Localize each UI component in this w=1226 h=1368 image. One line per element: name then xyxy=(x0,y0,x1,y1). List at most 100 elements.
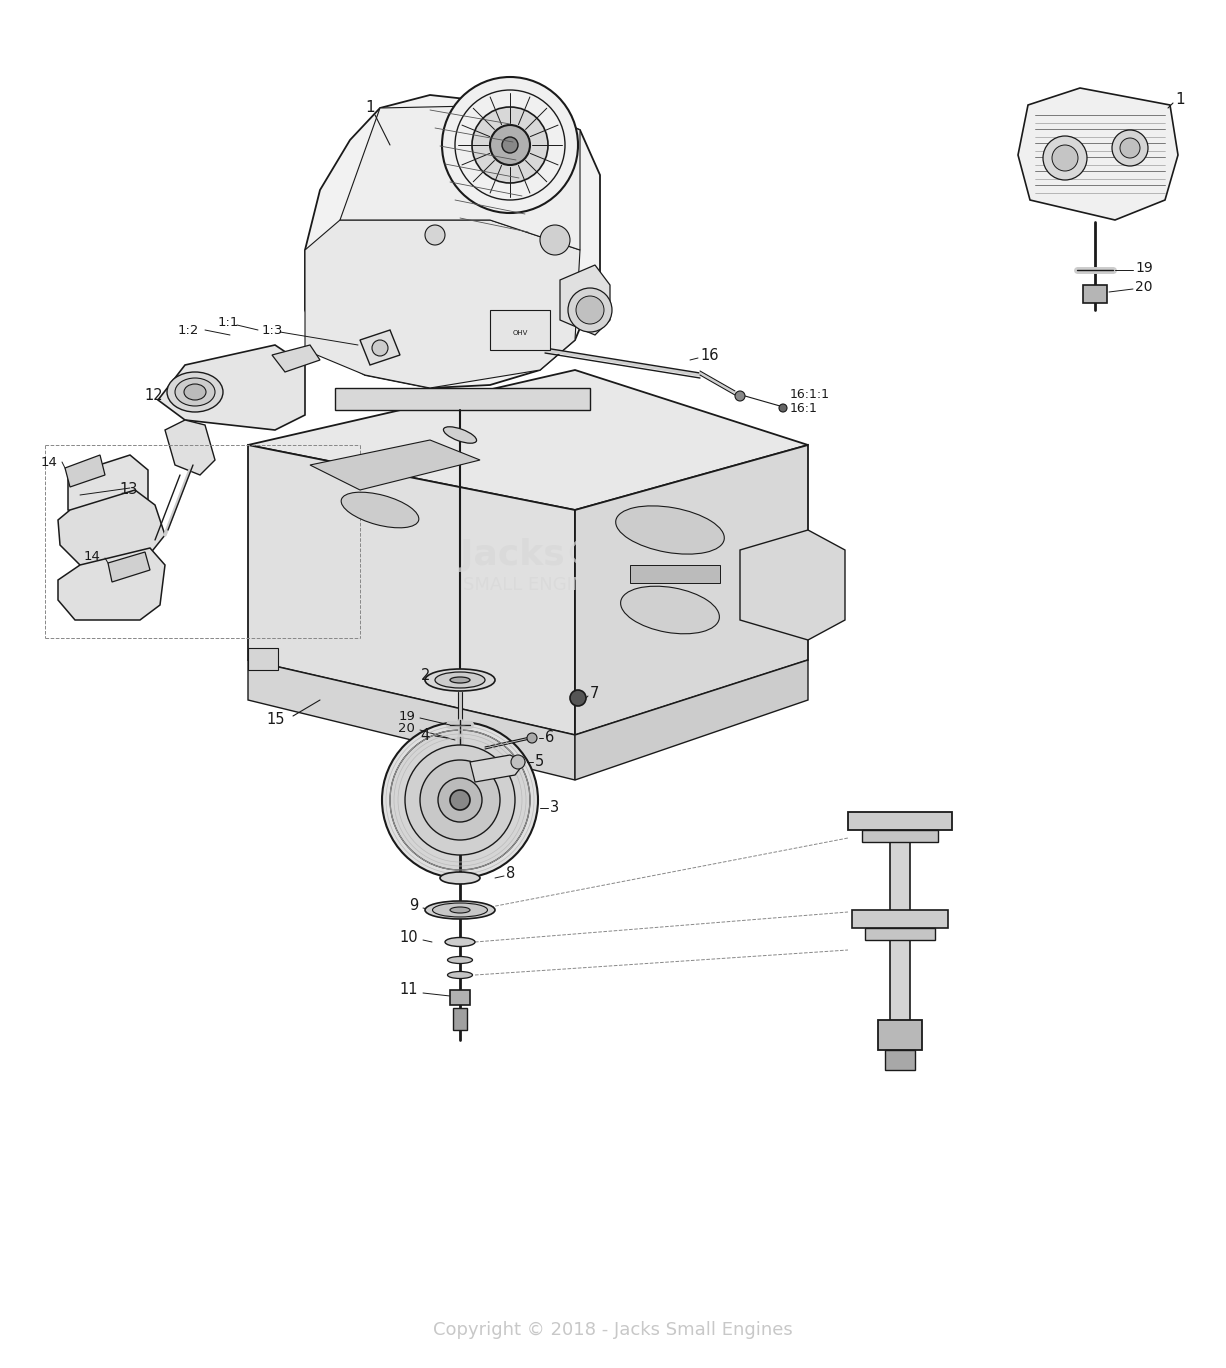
Ellipse shape xyxy=(425,902,495,919)
Ellipse shape xyxy=(615,506,725,554)
Text: 5: 5 xyxy=(535,755,544,769)
Polygon shape xyxy=(560,265,611,335)
Circle shape xyxy=(390,731,530,870)
Bar xyxy=(490,311,550,350)
Bar xyxy=(248,648,278,670)
Bar xyxy=(450,990,470,1005)
Polygon shape xyxy=(65,456,105,487)
Circle shape xyxy=(576,295,604,324)
Circle shape xyxy=(568,289,612,332)
Polygon shape xyxy=(158,345,305,430)
Bar xyxy=(885,1051,915,1070)
Text: 1: 1 xyxy=(365,100,375,115)
Polygon shape xyxy=(741,529,845,640)
Circle shape xyxy=(1043,135,1087,181)
Ellipse shape xyxy=(447,956,472,963)
Polygon shape xyxy=(272,345,320,372)
Circle shape xyxy=(490,124,530,166)
Bar xyxy=(848,813,953,830)
Ellipse shape xyxy=(175,378,215,406)
Polygon shape xyxy=(248,659,575,780)
Polygon shape xyxy=(310,440,481,490)
Ellipse shape xyxy=(184,384,206,399)
Ellipse shape xyxy=(433,903,488,917)
Text: 15: 15 xyxy=(266,713,284,728)
Circle shape xyxy=(1121,138,1140,157)
Ellipse shape xyxy=(435,672,485,688)
Text: 3: 3 xyxy=(550,800,559,815)
Text: 16:1:1: 16:1:1 xyxy=(790,389,830,401)
Polygon shape xyxy=(67,456,148,525)
Circle shape xyxy=(450,789,470,810)
Polygon shape xyxy=(335,389,590,410)
Bar xyxy=(866,928,935,940)
Polygon shape xyxy=(305,94,600,389)
Text: 14: 14 xyxy=(40,456,56,468)
Polygon shape xyxy=(58,549,166,620)
Ellipse shape xyxy=(450,907,470,912)
Ellipse shape xyxy=(440,871,481,884)
Ellipse shape xyxy=(425,669,495,691)
Circle shape xyxy=(570,689,586,706)
Polygon shape xyxy=(58,490,166,575)
Text: 16: 16 xyxy=(700,347,718,363)
Circle shape xyxy=(438,778,482,822)
Text: 1:2: 1:2 xyxy=(178,323,199,337)
Text: 11: 11 xyxy=(400,982,418,997)
Polygon shape xyxy=(470,755,525,782)
Circle shape xyxy=(425,224,445,245)
Text: 1: 1 xyxy=(1175,93,1184,108)
Text: 13: 13 xyxy=(120,483,139,498)
Circle shape xyxy=(501,137,519,153)
Ellipse shape xyxy=(447,971,472,978)
Text: 8: 8 xyxy=(506,866,515,881)
Circle shape xyxy=(405,746,515,855)
Text: 1:1: 1:1 xyxy=(217,316,239,328)
Text: SMALL ENGINE: SMALL ENGINE xyxy=(463,576,597,594)
Text: 20: 20 xyxy=(1135,280,1152,294)
Bar xyxy=(862,830,938,841)
Circle shape xyxy=(443,77,577,213)
Polygon shape xyxy=(108,553,150,581)
Text: 9: 9 xyxy=(408,899,418,914)
Text: 20: 20 xyxy=(398,721,414,735)
Text: 4: 4 xyxy=(421,729,430,743)
Text: OHV: OHV xyxy=(512,330,527,337)
Text: 19: 19 xyxy=(398,710,414,722)
Polygon shape xyxy=(1018,88,1178,220)
Circle shape xyxy=(779,404,787,412)
Polygon shape xyxy=(305,220,580,389)
Text: Copyright © 2018 - Jacks Small Engines: Copyright © 2018 - Jacks Small Engines xyxy=(433,1321,793,1339)
Text: 14: 14 xyxy=(83,550,101,562)
Circle shape xyxy=(527,733,537,743)
Text: Jacks®: Jacks® xyxy=(460,538,601,572)
Circle shape xyxy=(736,391,745,401)
Polygon shape xyxy=(248,445,575,735)
Circle shape xyxy=(1052,145,1078,171)
Polygon shape xyxy=(166,420,215,475)
Text: 10: 10 xyxy=(400,930,418,945)
Polygon shape xyxy=(340,105,580,250)
Text: 1:3: 1:3 xyxy=(261,323,283,337)
Circle shape xyxy=(371,341,387,356)
Text: 6: 6 xyxy=(546,731,554,746)
Ellipse shape xyxy=(341,492,419,528)
Bar xyxy=(890,819,910,1060)
Polygon shape xyxy=(575,659,808,780)
Circle shape xyxy=(421,761,500,840)
Ellipse shape xyxy=(450,677,470,683)
Ellipse shape xyxy=(167,372,223,412)
Polygon shape xyxy=(575,445,808,735)
Polygon shape xyxy=(248,369,808,510)
Text: 7: 7 xyxy=(590,687,600,702)
Bar xyxy=(878,1021,922,1051)
Text: 16:1: 16:1 xyxy=(790,401,818,415)
Circle shape xyxy=(472,107,548,183)
Circle shape xyxy=(383,722,538,878)
Ellipse shape xyxy=(445,937,474,947)
Text: 2: 2 xyxy=(421,668,430,683)
Ellipse shape xyxy=(620,587,720,633)
Bar xyxy=(1083,285,1107,302)
Bar xyxy=(630,565,720,583)
Circle shape xyxy=(1112,130,1148,166)
